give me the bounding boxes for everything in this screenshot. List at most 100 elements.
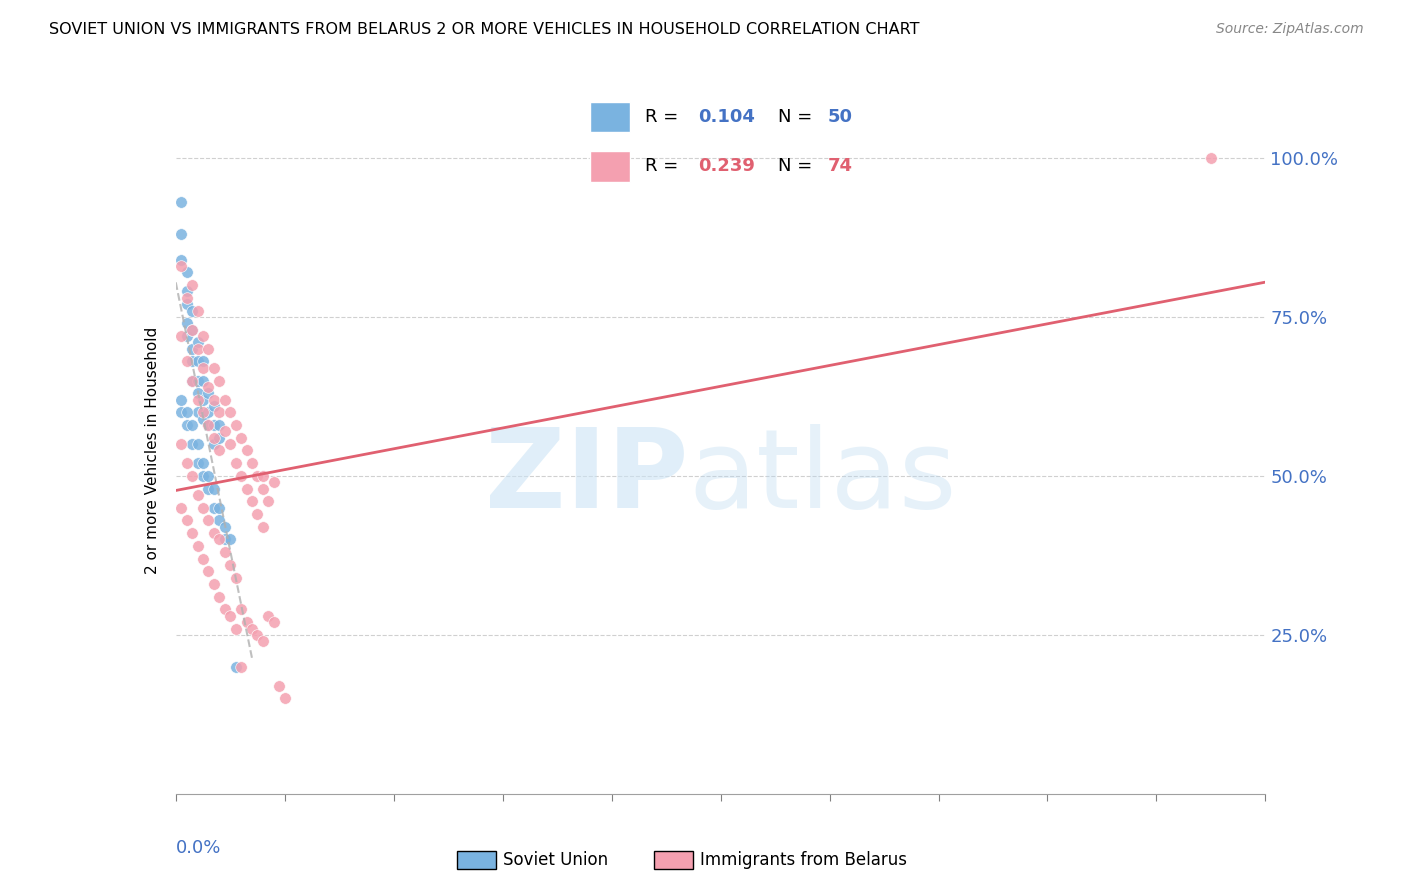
Point <box>225 659 247 673</box>
Point <box>246 469 269 483</box>
Text: 0.239: 0.239 <box>697 157 755 175</box>
Point <box>197 386 219 401</box>
Point <box>197 342 219 356</box>
Point <box>235 443 257 458</box>
Point <box>170 259 193 273</box>
Point <box>176 265 198 279</box>
Point <box>181 278 204 293</box>
Point <box>181 374 204 388</box>
Point <box>176 291 198 305</box>
Point <box>176 297 198 311</box>
Point <box>202 577 225 591</box>
Point <box>176 354 198 368</box>
Text: R =: R = <box>645 157 685 175</box>
Point <box>186 386 209 401</box>
Point <box>214 392 236 407</box>
Point <box>191 392 214 407</box>
Point <box>208 533 231 547</box>
Point <box>263 475 285 490</box>
Point <box>214 533 236 547</box>
Point <box>197 469 219 483</box>
Point <box>176 513 198 527</box>
Point <box>186 488 209 502</box>
Point <box>208 500 231 515</box>
Point <box>170 405 193 419</box>
Point <box>252 520 274 534</box>
Text: N =: N = <box>779 157 818 175</box>
Point <box>186 303 209 318</box>
Point <box>225 417 247 432</box>
Text: 50: 50 <box>828 108 853 126</box>
Point <box>197 405 219 419</box>
Point <box>219 533 242 547</box>
Point <box>202 437 225 451</box>
Text: Soviet Union: Soviet Union <box>503 851 609 869</box>
Point <box>214 545 236 559</box>
Point <box>240 494 263 508</box>
Point <box>186 437 209 451</box>
Point <box>214 425 236 439</box>
Point <box>197 482 219 496</box>
Point <box>202 360 225 375</box>
Point <box>219 608 242 623</box>
Point <box>208 417 231 432</box>
Point <box>181 323 204 337</box>
Point <box>202 500 225 515</box>
Point <box>181 526 204 541</box>
Text: 0.0%: 0.0% <box>176 838 221 856</box>
Point <box>208 374 231 388</box>
Point <box>186 335 209 350</box>
Point <box>274 691 297 706</box>
Point <box>235 482 257 496</box>
Point <box>214 520 236 534</box>
Point <box>170 500 193 515</box>
Point <box>219 558 242 572</box>
Point <box>186 342 209 356</box>
Point <box>231 659 253 673</box>
Point <box>176 456 198 470</box>
Point <box>252 634 274 648</box>
Point <box>202 526 225 541</box>
Point <box>246 507 269 521</box>
Point <box>170 195 193 210</box>
Point <box>186 392 209 407</box>
Text: Source: ZipAtlas.com: Source: ZipAtlas.com <box>1216 22 1364 37</box>
Point <box>235 615 257 630</box>
Point <box>191 354 214 368</box>
Point <box>219 405 242 419</box>
Point <box>257 608 280 623</box>
Point <box>176 405 198 419</box>
Point <box>191 456 214 470</box>
Text: ZIP: ZIP <box>485 425 688 532</box>
Point <box>202 399 225 413</box>
Text: N =: N = <box>779 108 818 126</box>
Point <box>208 405 231 419</box>
Point <box>197 564 219 578</box>
Point <box>197 417 219 432</box>
Point <box>225 456 247 470</box>
Point <box>170 227 193 242</box>
Point <box>208 513 231 527</box>
Point <box>219 437 242 451</box>
FancyBboxPatch shape <box>589 151 630 181</box>
Point <box>246 628 269 642</box>
Point <box>1199 151 1222 165</box>
Point <box>170 437 193 451</box>
Point <box>186 539 209 553</box>
Point <box>208 590 231 604</box>
Point <box>252 482 274 496</box>
Text: 74: 74 <box>828 157 853 175</box>
Point <box>240 622 263 636</box>
Point <box>181 342 204 356</box>
Point <box>181 437 204 451</box>
Point <box>176 285 198 299</box>
Point <box>176 329 198 343</box>
Text: atlas: atlas <box>688 425 956 532</box>
Text: 0.104: 0.104 <box>697 108 755 126</box>
Point <box>231 602 253 616</box>
Point <box>225 622 247 636</box>
Point <box>170 252 193 267</box>
Point <box>191 411 214 425</box>
Point <box>176 316 198 330</box>
Point <box>202 482 225 496</box>
